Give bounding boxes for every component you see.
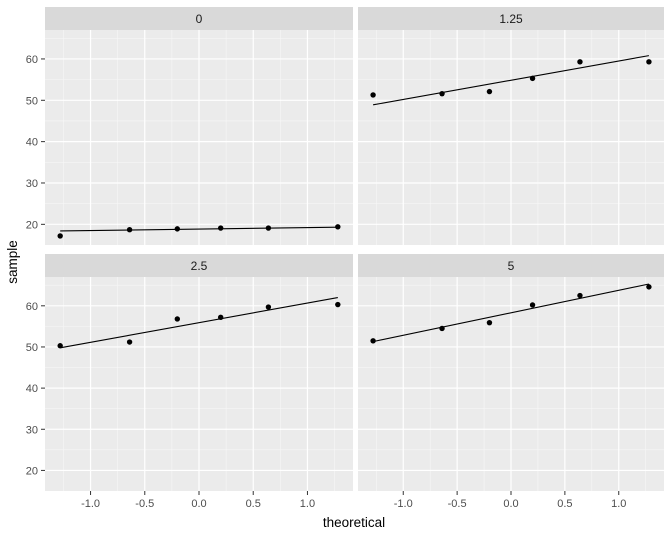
facet-strip (45, 254, 353, 277)
data-point (577, 292, 583, 299)
facet-strip-label: 2.5 (191, 259, 208, 273)
facet-strip-label: 0 (196, 12, 203, 26)
data-point (126, 339, 133, 345)
x-tick-label: -1.0 (81, 498, 100, 510)
data-point (370, 338, 376, 344)
data-point (217, 314, 224, 321)
y-tick-label: 60 (26, 301, 38, 313)
y-tick-label: 50 (26, 95, 38, 107)
x-tick-label: 0.0 (503, 498, 518, 510)
data-point (439, 90, 445, 97)
x-axis-title: theoretical (323, 515, 385, 530)
facet-panel-4: 5 -1.0 -0.5 0.0 0.5 1.0 (358, 254, 664, 510)
facet-strip (358, 254, 664, 277)
x-tick-label: 0.5 (246, 498, 261, 510)
facet-panel-3: 2.5 20 30 40 50 60 -1.0 -0.5 0.0 0.5 1.0 (26, 254, 353, 510)
data-point (486, 88, 493, 95)
facet-strip-label: 5 (508, 259, 515, 273)
data-point (126, 227, 133, 233)
y-tick-label: 20 (26, 219, 38, 231)
data-point (174, 316, 181, 322)
data-point (529, 302, 536, 308)
y-tick-label: 40 (26, 383, 38, 395)
y-tick-label: 30 (26, 424, 38, 436)
facet-strip-label: 1.25 (499, 12, 523, 26)
x-tick-label: -0.5 (448, 498, 467, 510)
data-point (335, 224, 341, 230)
data-point (335, 301, 341, 308)
y-tick-label: 60 (26, 54, 38, 66)
facet-panels: 0 20 30 40 50 60 1.25 2.5 20 30 40 50 60 -1.0 -0.5 0.0 0… (26, 7, 664, 510)
data-point (529, 75, 536, 82)
data-point (439, 325, 445, 332)
data-point (265, 304, 272, 310)
y-tick-label: 50 (26, 342, 38, 354)
qq-reference-line (372, 283, 650, 343)
x-tick-label: -0.5 (135, 498, 154, 510)
data-point (577, 59, 583, 65)
x-tick-label: 1.0 (300, 498, 315, 510)
facet-strip (358, 7, 664, 30)
x-tick-label: 0.5 (557, 498, 572, 510)
facet-panel-1: 0 20 30 40 50 60 (26, 7, 353, 245)
data-point (646, 59, 652, 65)
data-point (57, 233, 63, 239)
x-tick-label: -1.0 (394, 498, 413, 510)
qq-reference-line (60, 297, 338, 349)
qq-reference-line (60, 226, 338, 232)
data-point (486, 319, 493, 326)
data-point (174, 226, 181, 232)
data-point (57, 343, 63, 349)
data-point (370, 92, 376, 98)
data-point (646, 284, 652, 290)
data-point (217, 225, 224, 231)
data-point (265, 225, 272, 231)
y-axis-title: sample (5, 240, 20, 284)
x-tick-label: 0.0 (191, 498, 206, 510)
y-tick-label: 20 (26, 465, 38, 477)
y-tick-label: 30 (26, 178, 38, 190)
y-tick-label: 40 (26, 137, 38, 149)
facet-strip (45, 7, 353, 30)
facet-panel-2: 1.25 (358, 7, 664, 245)
x-tick-label: 1.0 (611, 498, 626, 510)
qq-reference-line (372, 55, 650, 106)
